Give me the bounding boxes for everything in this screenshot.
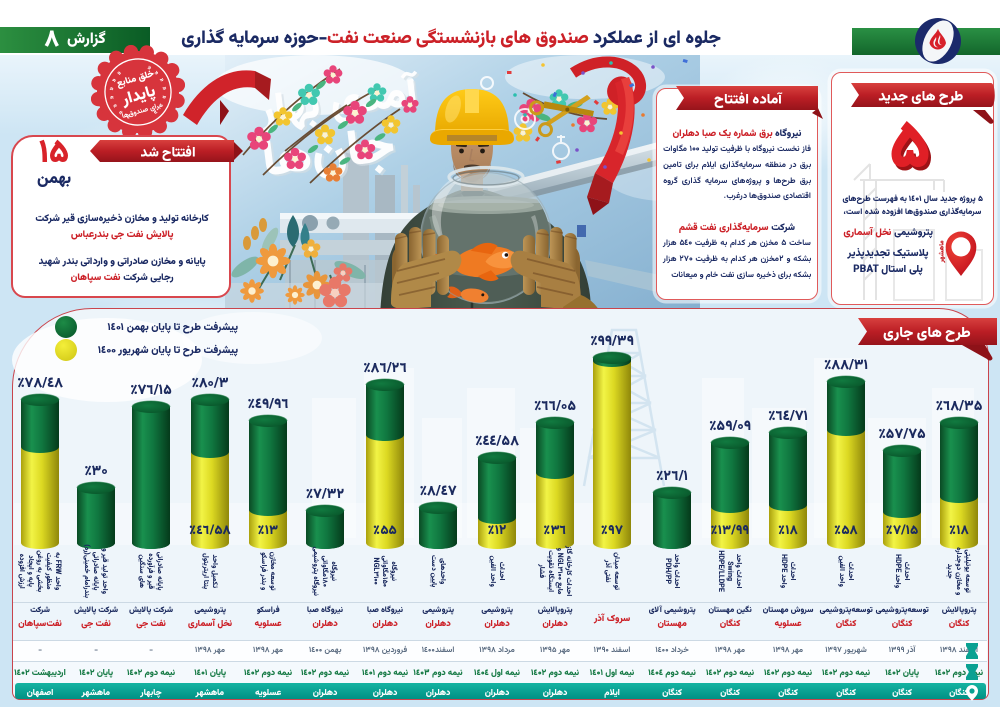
svg-text:«: «: [106, 95, 117, 101]
svg-text:٪۹۷: ٪۹۷: [601, 521, 623, 542]
svg-text:٪۵۸: ٪۵۸: [834, 521, 857, 542]
svg-text:«: «: [159, 86, 170, 91]
svg-text:«: «: [109, 76, 120, 84]
svg-text:آماده افتتاح: آماده افتتاح: [714, 90, 783, 112]
svg-text:«: «: [151, 107, 161, 117]
svg-text:٪۳٦: ٪۳٦: [543, 521, 566, 542]
svg-text:٪۱۲: ٪۱۲: [488, 521, 507, 542]
svg-text:٪٦۸/۳۵: ٪٦۸/۳۵: [935, 395, 983, 418]
svg-text:٪٤٦/۵۸: ٪٤٦/۵۸: [189, 521, 230, 542]
svg-text:«: «: [156, 76, 167, 84]
svg-text:«: «: [145, 62, 153, 73]
svg-text:٪۳۰: ٪۳۰: [84, 460, 108, 483]
svg-text:طرح های جدید: طرح های جدید: [878, 87, 963, 109]
svg-text:جان‌ها: جان‌ها: [260, 111, 402, 205]
svg-text:افتتاح شد: افتتاح شد: [140, 144, 195, 165]
svg-text:٪۷/۱۵: ٪۷/۱۵: [886, 521, 918, 542]
svg-text:٪۸۰/۳: ٪۸۰/۳: [191, 372, 229, 395]
svg-text:٪٦٤/۷۱: ٪٦٤/۷۱: [768, 405, 808, 428]
svg-text:طرح های جاری: طرح های جاری: [883, 322, 971, 345]
svg-text:ماهشهر: ماهشهر: [938, 240, 947, 264]
svg-text:٪۱۳/۹۹: ٪۱۳/۹۹: [711, 521, 749, 542]
svg-text:٪۷۸/٤۸: ٪۷۸/٤۸: [17, 372, 63, 395]
svg-text:٪۵۹/۰۹: ٪۵۹/۰۹: [709, 415, 751, 438]
svg-text:٪۸۸/۳۱: ٪۸۸/۳۱: [824, 354, 868, 377]
svg-text:٪٦٦/۰۵: ٪٦٦/۰۵: [534, 395, 577, 418]
svg-text:٪٤٤/۵۸: ٪٤٤/۵۸: [475, 430, 519, 453]
svg-text:٪۷٦/۱۵: ٪۷٦/۱۵: [130, 379, 172, 402]
svg-text:٪٤۹/۹٦: ٪٤۹/۹٦: [247, 393, 288, 416]
svg-text:٪۸٦/۲٦: ٪۸٦/۲٦: [363, 357, 407, 380]
svg-text:«: «: [125, 111, 132, 122]
svg-text:«: «: [114, 68, 124, 78]
svg-text:٪۷/۳۲: ٪۷/۳۲: [305, 483, 344, 506]
svg-text:٪۲٦/۱: ٪۲٦/۱: [656, 465, 688, 488]
svg-text:٪۱۸: ٪۱۸: [778, 521, 797, 542]
svg-text:٪۹۹/۳۹: ٪۹۹/۳۹: [590, 330, 634, 353]
svg-text:«: «: [158, 94, 169, 99]
svg-text:«: «: [110, 101, 121, 110]
svg-text:٪۵۵: ٪۵۵: [373, 521, 396, 542]
svg-text:«: «: [116, 107, 126, 118]
svg-text:«: «: [155, 101, 166, 109]
svg-text:٪۵۷/۷۵: ٪۵۷/۷۵: [878, 423, 926, 446]
svg-text:«: «: [106, 86, 117, 91]
svg-text:٪۱۸: ٪۱۸: [949, 521, 968, 542]
svg-text:«: «: [151, 68, 161, 78]
svg-text:٪۸/٤۷: ٪۸/٤۷: [419, 480, 456, 503]
svg-text:٪۱۳: ٪۱۳: [258, 521, 278, 542]
